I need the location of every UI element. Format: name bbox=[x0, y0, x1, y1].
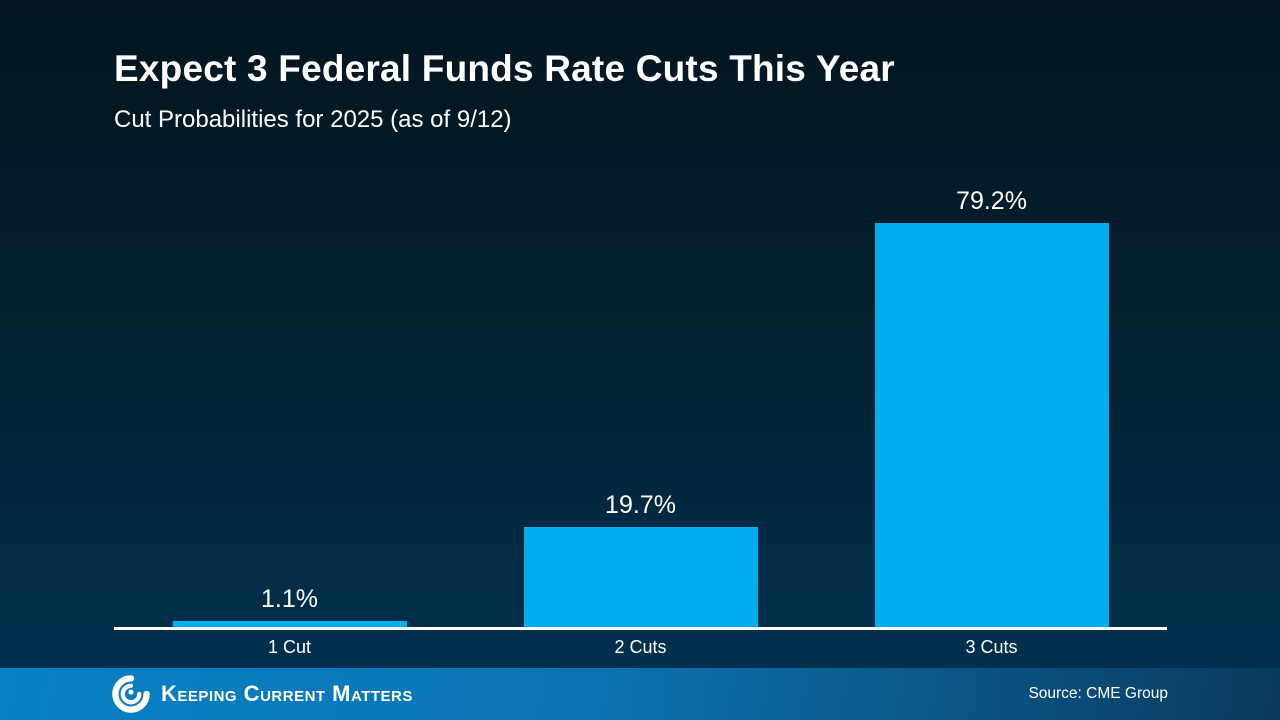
x-axis-label: 1 Cut bbox=[267, 637, 312, 657]
page-title: Expect 3 Federal Funds Rate Cuts This Ye… bbox=[114, 48, 895, 89]
kcm-spiral-icon bbox=[112, 675, 150, 713]
bar bbox=[172, 621, 407, 627]
brand-logo: Keeping Current Matters bbox=[112, 675, 413, 713]
brand-name: Keeping Current Matters bbox=[161, 681, 413, 706]
bar bbox=[523, 527, 758, 627]
x-axis-label: 2 Cuts bbox=[614, 637, 667, 657]
bar-group: 19.7% bbox=[465, 491, 816, 627]
bar-value-label: 79.2% bbox=[956, 187, 1027, 215]
page-subtitle: Cut Probabilities for 2025 (as of 9/12) bbox=[114, 106, 512, 133]
x-axis-line bbox=[114, 627, 1167, 630]
bar-group: 1.1% bbox=[114, 585, 465, 627]
x-axis-label: 3 Cuts bbox=[965, 637, 1018, 657]
bar-value-label: 1.1% bbox=[261, 585, 318, 613]
x-axis-labels: 1 Cut 2 Cuts 3 Cuts bbox=[114, 637, 1167, 658]
source-text: Source: CME Group bbox=[1028, 685, 1168, 702]
bar-group: 79.2% bbox=[816, 187, 1167, 627]
bar bbox=[874, 223, 1109, 627]
bar-value-label: 19.7% bbox=[605, 491, 676, 519]
footer-bar: Keeping Current Matters Source: CME Grou… bbox=[0, 668, 1280, 720]
bar-chart: 1.1% 19.7% 79.2% bbox=[114, 187, 1167, 627]
